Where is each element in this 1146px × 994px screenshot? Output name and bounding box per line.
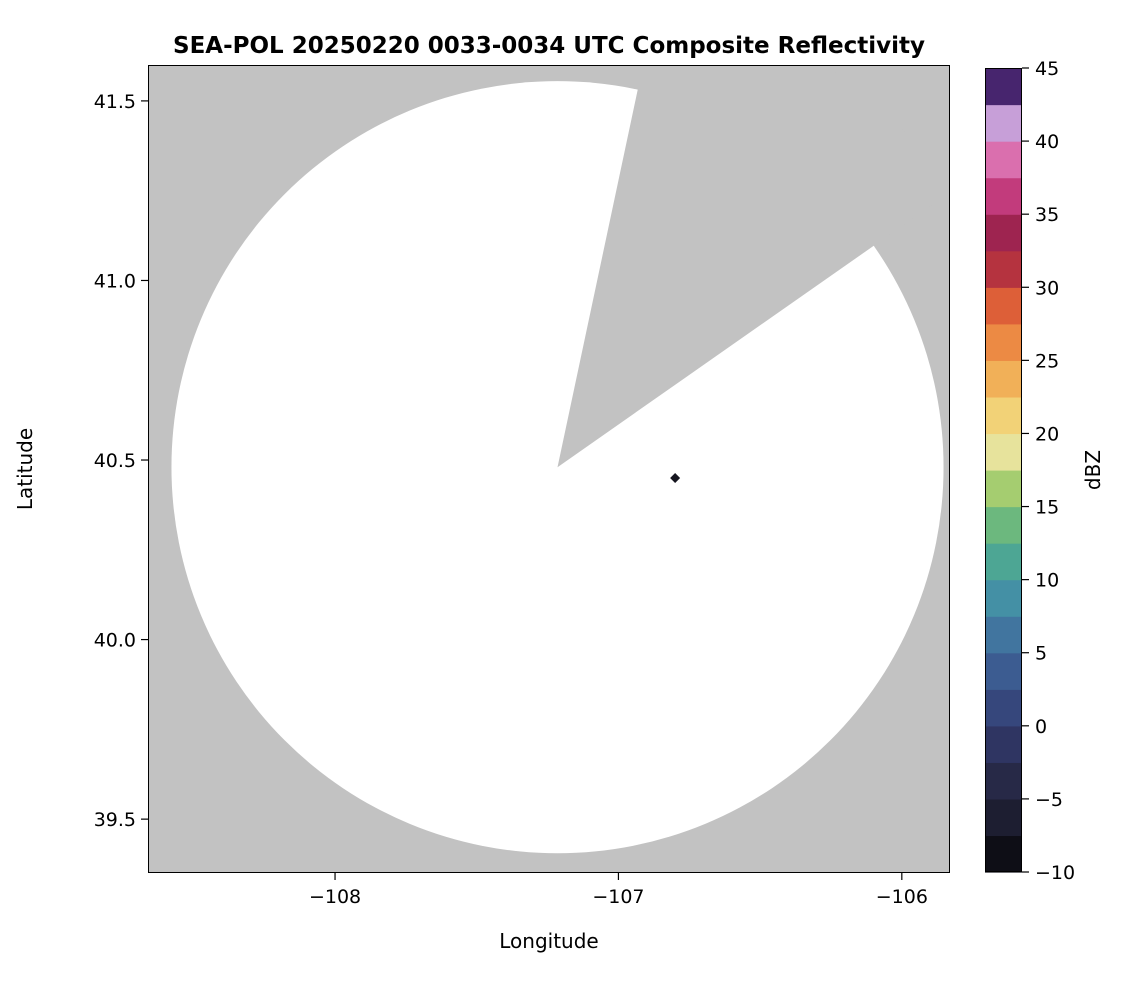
colorbar-band (985, 689, 1022, 727)
reflectivity-data-point (670, 472, 681, 483)
colorbar-band (985, 470, 1022, 508)
x-tick-label: −108 (309, 886, 361, 908)
chart-title: SEA-POL 20250220 0033-0034 UTC Composite… (173, 33, 925, 59)
colorbar-band (985, 104, 1022, 142)
colorbar-band (985, 141, 1022, 179)
x-tick-label: −106 (876, 886, 928, 908)
colorbar-band (985, 762, 1022, 800)
colorbar-band (985, 177, 1022, 215)
colorbar-band (985, 835, 1022, 873)
y-axis-label: Latitude (13, 428, 37, 510)
colorbar-tick-label: 35 (1035, 204, 1059, 226)
colorbar-band (985, 360, 1022, 398)
colorbar-tick-label: 15 (1035, 497, 1059, 519)
colorbar-band (985, 214, 1022, 252)
colorbar-tick-label: 30 (1035, 277, 1059, 299)
plot-area (148, 65, 950, 873)
y-tick-label: 41.0 (94, 270, 136, 292)
colorbar-tick-label: 5 (1035, 643, 1047, 665)
colorbar-tick-label: 10 (1035, 570, 1059, 592)
colorbar: 45 40 35 30 25 20 15 10 5 0 −5 −10 (985, 58, 1075, 884)
y-tick-label: 40.5 (94, 450, 136, 472)
colorbar-tick-label: 40 (1035, 131, 1059, 153)
colorbar-band (985, 725, 1022, 763)
colorbar-band (985, 433, 1022, 471)
plot-border (148, 65, 950, 873)
colorbar-band (985, 543, 1022, 581)
y-tick-label: 41.5 (94, 91, 136, 113)
colorbar-border (985, 68, 1022, 872)
colorbar-tick-label: 25 (1035, 350, 1059, 372)
y-tick-label: 40.0 (94, 630, 136, 652)
colorbar-band (985, 287, 1022, 325)
colorbar-band (985, 506, 1022, 544)
colorbar-band (985, 579, 1022, 617)
colorbar-band (985, 616, 1022, 654)
colorbar-label: dBZ (1081, 450, 1105, 490)
colorbar-tick-label: 0 (1035, 716, 1047, 738)
colorbar-band (985, 250, 1022, 288)
colorbar-band (985, 68, 1022, 106)
blocked-sector-wedge (557, 65, 950, 468)
colorbar-tick-label: −5 (1035, 789, 1063, 811)
colorbar-tick-label: 45 (1035, 58, 1059, 80)
colorbar-band (985, 652, 1022, 690)
colorbar-band (985, 798, 1022, 837)
y-tick-label: 39.5 (94, 809, 136, 831)
colorbar-band (985, 396, 1022, 435)
colorbar-tick-label: −10 (1035, 862, 1075, 884)
colorbar-band (985, 323, 1022, 361)
axes: −108 −107 −106 39.5 40.0 40.5 41.0 41.5 (94, 65, 950, 908)
x-tick-label: −107 (592, 886, 644, 908)
x-axis-label: Longitude (499, 929, 598, 953)
colorbar-tick-label: 20 (1035, 423, 1059, 445)
